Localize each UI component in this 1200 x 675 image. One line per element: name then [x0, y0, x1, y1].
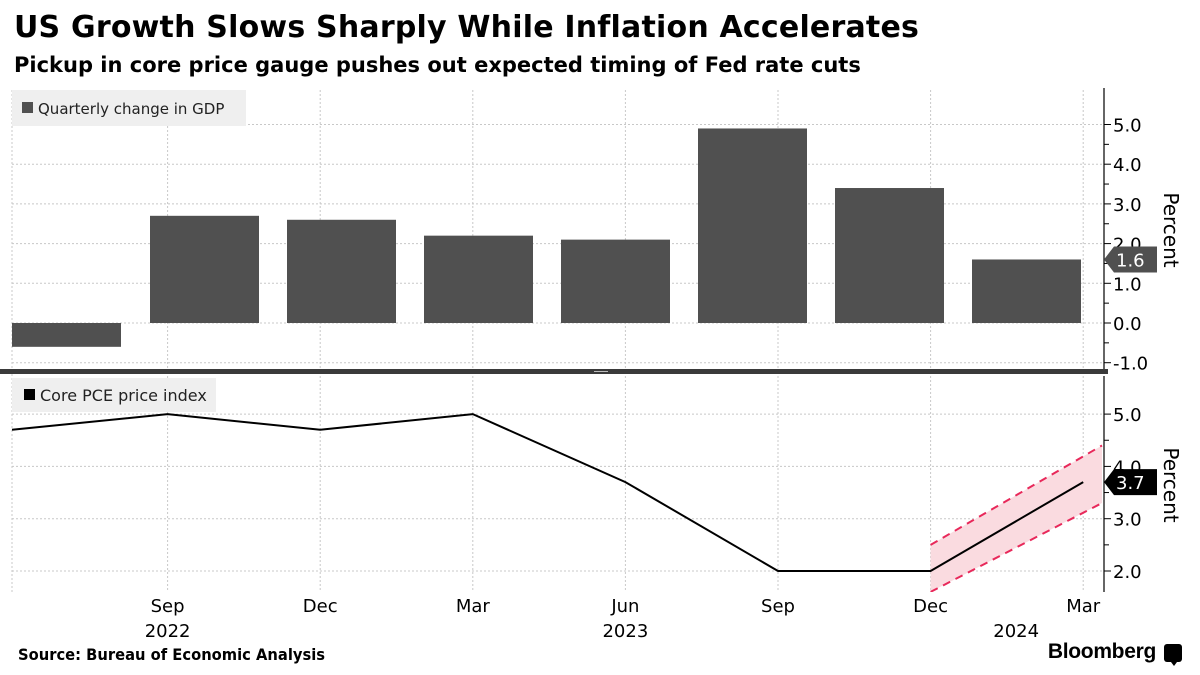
band-clip [928, 592, 1129, 602]
bar-jun-2023 [561, 239, 670, 323]
x-tick-label-month: Dec [913, 596, 948, 617]
y-tick-label: 1.0 [1113, 274, 1142, 295]
y-tick-label: 3.0 [1113, 195, 1142, 216]
x-tick-label-month: Sep [761, 596, 795, 617]
pce-line-path [11, 413, 1084, 572]
brand-logo: Bloomberg [1047, 640, 1156, 663]
last-value-gdp-shape [1104, 246, 1157, 273]
x-tick-label-month: Mar [456, 596, 491, 617]
bar-dec-2022 [287, 219, 396, 323]
bar-dec-2023 [835, 188, 944, 323]
y-tick-label: 4.0 [1113, 155, 1142, 176]
bar-mar-2023 [424, 235, 533, 323]
pce-highlight-band [928, 444, 1129, 602]
bar-sep-2022 [150, 215, 259, 323]
last-value-pce-shape [1104, 469, 1157, 496]
y-axis-bottom: 5.04.03.02.0 [1103, 376, 1142, 592]
bar-sep-2023 [698, 128, 807, 323]
chart-title: US Growth Slows Sharply While Inflation … [14, 10, 920, 45]
x-tick-label-month: Jun [610, 596, 639, 617]
chart-subtitle: Pickup in core price gauge pushes out ex… [14, 53, 861, 77]
source-note: Source: Bureau of Economic Analysis [18, 645, 326, 664]
x-tick-label-month: Sep [151, 596, 185, 617]
y-tick-label: 2.0 [1113, 562, 1142, 583]
band-lower-edge [930, 502, 1103, 593]
panel-divider[interactable] [0, 369, 1108, 374]
last-value-flag-pce: 3.7 [1104, 469, 1157, 496]
legend-label-gdp: Quarterly change in GDP [38, 100, 224, 118]
bloomberg-chat-icon [1164, 644, 1182, 666]
x-tick-label-year: 2022 [145, 621, 191, 642]
x-tick-label-month: Mar [1066, 596, 1101, 617]
y-tick-label: 0.0 [1113, 314, 1142, 335]
y-axis-top: 5.04.03.02.01.00.0-1.0 [1103, 88, 1148, 375]
x-tick-label-year: 2023 [602, 621, 648, 642]
legend-swatch-gdp [22, 102, 33, 113]
last-value-pce-text: 3.7 [1116, 473, 1145, 494]
y-tick-label: -1.0 [1113, 354, 1148, 375]
bar-mar-2024 [972, 259, 1081, 323]
panel-divider-handle[interactable] [594, 371, 608, 372]
y-axis-title-bottom: Percent [1159, 447, 1183, 522]
x-tick-label-year: 2024 [993, 621, 1039, 642]
grid-lines [11, 90, 1102, 592]
x-axis: Sep 2022 Dec Mar Jun 2023 Sep Dec Mar 2024 [145, 596, 1101, 642]
gdp-bars [12, 128, 1081, 347]
y-axis-title-top: Percent [1159, 192, 1183, 267]
band-upper-edge [930, 444, 1103, 546]
legend-pce: Core PCE price index [12, 378, 216, 412]
legend-background [12, 378, 216, 412]
y-tick-label: 5.0 [1113, 405, 1142, 426]
legend-gdp: Quarterly change in GDP [12, 90, 246, 126]
last-value-flag-gdp: 1.6 [1104, 246, 1157, 273]
legend-label-pce: Core PCE price index [40, 386, 207, 405]
x-tick-label-month: Dec [303, 596, 338, 617]
legend-background [12, 90, 246, 126]
y-tick-label: 3.0 [1113, 510, 1142, 531]
y-tick-label: 5.0 [1113, 116, 1142, 137]
last-value-gdp-text: 1.6 [1116, 250, 1145, 271]
pce-line [11, 413, 1084, 572]
band-fill [930, 445, 1102, 592]
legend-swatch-pce [24, 389, 35, 400]
bar-jun-2022 [12, 323, 121, 347]
